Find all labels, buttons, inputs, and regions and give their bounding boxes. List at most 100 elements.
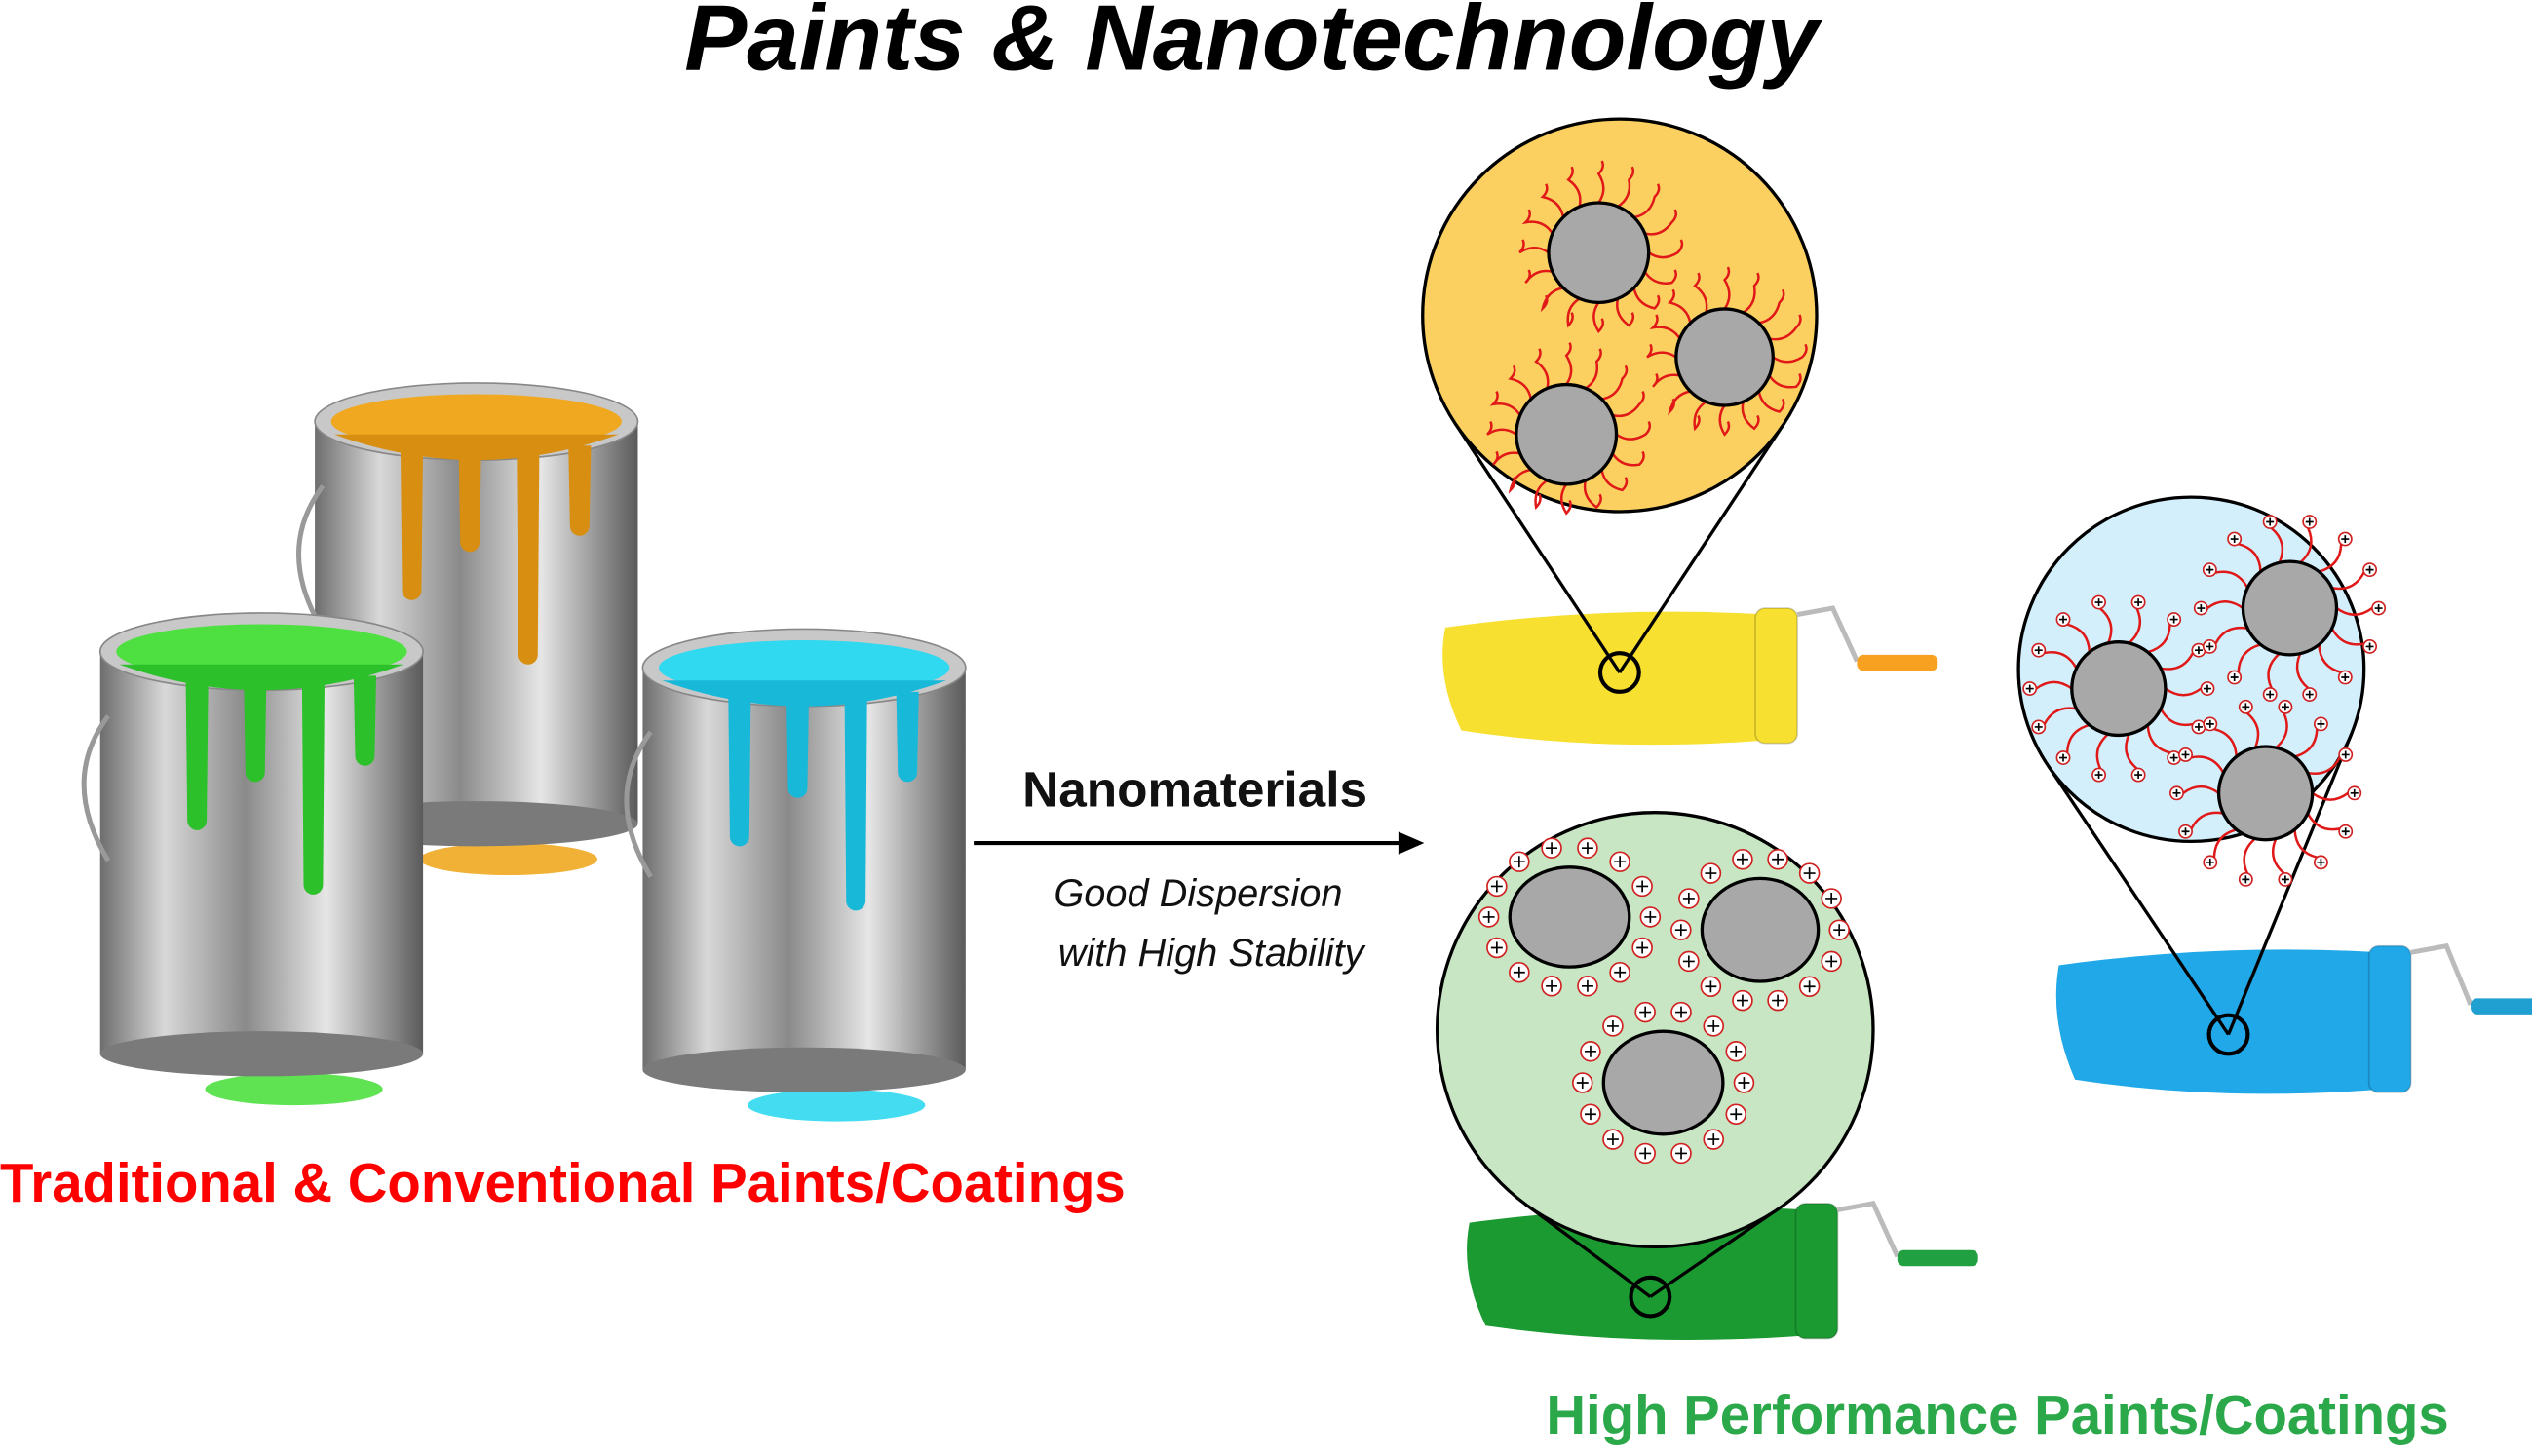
polymer-chain <box>2035 680 2073 690</box>
roller <box>2367 944 2412 1093</box>
nanoparticle <box>2216 745 2315 842</box>
polymer-chain <box>1742 272 1760 314</box>
polymer-chain <box>1489 391 1521 416</box>
paint-can <box>624 628 967 1122</box>
charge-sign <box>1490 941 1503 954</box>
nanoparticle <box>1515 382 1619 486</box>
charge-sign <box>1606 1133 1619 1146</box>
zoom-line <box>2046 763 2230 1036</box>
charge-sign <box>1584 1108 1596 1121</box>
polymer-chain <box>1668 390 1691 416</box>
charge-sign <box>2197 604 2206 612</box>
charge-sign <box>2374 604 2383 612</box>
charge-sign <box>1825 893 1838 904</box>
paint-drip <box>458 445 481 553</box>
charge-sign <box>2134 598 2143 606</box>
charge-sign <box>2341 535 2350 543</box>
can-handle <box>296 484 326 632</box>
charge-sign <box>2281 875 2289 884</box>
charge-sign <box>1513 856 1525 868</box>
paint-drip <box>400 445 424 600</box>
charge-sign <box>2094 771 2103 780</box>
polymer-chain <box>2318 644 2342 674</box>
polymer-chain <box>2215 570 2249 589</box>
polymer-chain <box>1508 364 1533 400</box>
zoom-line <box>1618 422 1786 673</box>
polymer-chain <box>1596 160 1605 204</box>
charge-sign <box>1736 994 1748 1007</box>
polymer-chain <box>1757 391 1785 413</box>
roller-handle <box>1857 654 1938 671</box>
polymer-chain <box>1616 298 1635 327</box>
right-label: High Performance Paints/Coatings <box>1546 1384 2448 1445</box>
charge-sign <box>2230 535 2239 543</box>
polymer-chain <box>1647 239 1684 259</box>
polymer-chain <box>2191 755 2225 774</box>
polymer-chain <box>1592 301 1604 334</box>
roller <box>1794 1202 1839 1340</box>
polymer-chain <box>1644 209 1677 236</box>
arrow-head <box>1398 831 1425 855</box>
paint-drip <box>185 675 209 830</box>
nanoparticle <box>2241 559 2339 657</box>
polymer-chain <box>2307 756 2341 775</box>
charge-sign <box>1639 1006 1652 1018</box>
charge-sign <box>1636 880 1649 893</box>
charge-sign <box>1576 1077 1589 1089</box>
left-label: Traditional & Conventional Paints/Coatin… <box>0 1152 1126 1213</box>
paint-drip <box>568 445 592 536</box>
polymer-chain <box>1772 343 1808 364</box>
polymer-chain <box>2319 544 2343 573</box>
paint-cans <box>81 382 967 1122</box>
polymer-chain <box>1534 479 1549 511</box>
polymer-chain <box>2295 653 2310 690</box>
charge-sign <box>2305 517 2314 526</box>
nanoparticle <box>1674 307 1775 407</box>
polymer-chain <box>1768 373 1802 389</box>
charge-sign <box>2266 517 2275 526</box>
charge-sign <box>2034 646 2043 655</box>
charge-sign <box>2341 827 2350 836</box>
polymer-chain <box>2213 727 2238 757</box>
charge-sign <box>1705 980 1717 993</box>
polymer-chain <box>2331 571 2365 591</box>
charge-sign <box>1644 911 1657 923</box>
polymer-chain <box>2335 606 2373 616</box>
can-bottom <box>642 1047 966 1092</box>
charge-sign <box>2094 598 2103 606</box>
can-handle <box>624 730 653 878</box>
polymer-chain <box>2165 687 2203 697</box>
polymer-chain <box>1612 391 1645 418</box>
charge-sign <box>2134 771 2143 780</box>
polymer-chain <box>1769 314 1802 341</box>
polymer-chain <box>2099 607 2113 644</box>
polymer-chain <box>2125 733 2138 770</box>
charge-sign <box>1584 1045 1596 1057</box>
charge-sign <box>2317 719 2325 728</box>
polymer-chain <box>2243 837 2256 874</box>
paint-can <box>81 612 424 1106</box>
zoom-spot <box>1629 1275 1672 1319</box>
charge-sign <box>2242 875 2250 884</box>
nanoparticle <box>1700 876 1821 983</box>
polymer-chain <box>2293 829 2318 859</box>
charge-sign <box>2059 753 2067 762</box>
roller-handle <box>1897 1249 1978 1267</box>
polymer-chain <box>1611 450 1645 467</box>
charge-sign <box>2317 858 2325 866</box>
charge-sign <box>1705 867 1717 880</box>
polymer-chain <box>1632 287 1661 310</box>
charge-sign <box>1682 955 1695 968</box>
paint-drip <box>728 691 751 847</box>
charge-sign <box>1614 856 1627 868</box>
zoom-spot <box>2206 1013 2250 1056</box>
polymer-chain <box>1741 401 1760 431</box>
polymer-chain <box>2043 707 2077 725</box>
charge-sign <box>2350 788 2359 797</box>
polymer-chain <box>2275 712 2288 749</box>
charge-sign <box>2305 690 2314 699</box>
paint-drip <box>517 445 540 665</box>
charge-sign <box>2181 750 2190 759</box>
charge-sign <box>2059 615 2067 624</box>
paint-drip <box>244 675 267 783</box>
